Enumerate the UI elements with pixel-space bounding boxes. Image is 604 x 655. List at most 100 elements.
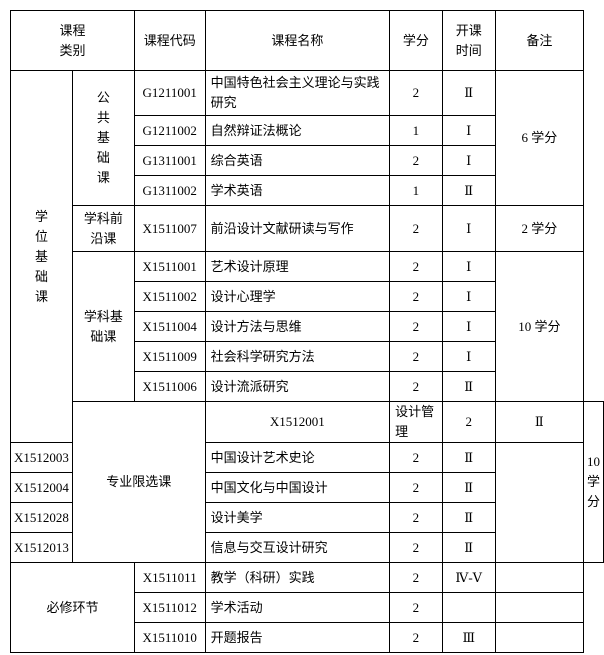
table-row: 学科前 沿课 X1511007 前沿设计文献研读与写作 2 Ⅰ 2 学分 [11, 205, 604, 252]
group-frontier: 学科前 沿课 [71, 205, 135, 252]
course-name: 综合英语 [204, 145, 391, 176]
course-code: G1311002 [133, 175, 206, 206]
course-term [441, 592, 496, 623]
course-name: 设计方法与思维 [204, 311, 391, 342]
remark-empty [494, 562, 584, 593]
course-credit: 2 [389, 532, 443, 563]
course-credit: 1 [389, 175, 443, 206]
course-name: 学术英语 [204, 175, 391, 206]
header-name: 课程名称 [204, 10, 391, 71]
course-credit: 2 [389, 371, 443, 402]
table-row: X1512013 信息与交互设计研究 2 Ⅱ [10, 532, 604, 563]
course-name: 设计流派研究 [204, 371, 391, 402]
course-credit: 2 [389, 562, 443, 593]
course-credit: 2 [389, 281, 443, 312]
course-name: 前沿设计文献研读与写作 [204, 205, 391, 252]
group-elective: 专业限选课 [71, 401, 206, 563]
course-credit: 2 [389, 311, 443, 342]
course-name: 自然辩证法概论 [204, 115, 391, 146]
course-code: X1511011 [133, 562, 206, 593]
course-name: 设计管理 [389, 401, 443, 443]
remark-empty [494, 592, 584, 623]
table-row: X1511012 学术活动 2 [11, 592, 604, 623]
course-term: Ⅱ [441, 472, 496, 503]
course-name: 设计美学 [204, 502, 391, 533]
header-remark: 备注 [494, 10, 584, 71]
remark-subject: 10 学分 [494, 251, 584, 402]
course-name: 中国设计艺术史论 [204, 442, 391, 473]
remark-frontier: 2 学分 [494, 205, 584, 252]
course-credit: 2 [389, 205, 443, 252]
course-term: Ⅰ [441, 281, 496, 312]
course-credit: 2 [389, 502, 443, 533]
table-row: 专业限选课 X1512001 设计管理 2 Ⅱ 10 学分 [11, 401, 604, 563]
course-name: 中国特色社会主义理论与实践 研究 [204, 70, 391, 116]
course-name: 教学（科研）实践 [204, 562, 391, 593]
course-credit: 2 [389, 70, 443, 116]
header-category: 课程 类别 [10, 10, 135, 71]
course-term: Ⅰ [441, 251, 496, 282]
course-term: Ⅰ [441, 205, 496, 252]
course-code: X1511004 [133, 311, 206, 342]
table-row: 学科基 础课 X1511001 艺术设计原理 2 Ⅰ 10 学分 [11, 251, 604, 402]
course-term: Ⅰ [441, 145, 496, 176]
course-name: 艺术设计原理 [204, 251, 391, 282]
course-code: G1311001 [133, 145, 206, 176]
course-credit: 2 [389, 442, 443, 473]
table-row: X1511010 开题报告 2 Ⅲ [11, 622, 604, 653]
header-term: 开课 时间 [441, 10, 496, 71]
course-code: X1512028 [10, 502, 73, 533]
course-code: X1511002 [133, 281, 206, 312]
table-row: G1211002 自然辩证法概论 1 Ⅰ [11, 115, 604, 146]
course-credit: 2 [389, 622, 443, 653]
course-credit: 2 [389, 341, 443, 372]
header-row: 课程 类别 课程代码 课程名称 学分 开课 时间 备注 [10, 10, 604, 71]
course-credit: 1 [389, 115, 443, 146]
table-row: X1511002 设计心理学 2 Ⅰ [11, 281, 604, 312]
course-name: 中国文化与中国设计 [204, 472, 391, 503]
course-term: Ⅰ [441, 115, 496, 146]
course-code: X1511009 [133, 341, 206, 372]
course-term: Ⅲ [441, 622, 496, 653]
remark-elective: 10 学分 [582, 401, 604, 563]
course-credit: 2 [389, 472, 443, 503]
course-term: Ⅰ [441, 341, 496, 372]
course-term: Ⅱ [441, 502, 496, 533]
course-name: 设计心理学 [204, 281, 391, 312]
course-name: 开题报告 [204, 622, 391, 653]
course-term: Ⅱ [441, 371, 496, 402]
table-row: X1511004 设计方法与思维 2 Ⅰ [11, 311, 604, 342]
course-term: Ⅱ [441, 70, 496, 116]
header-credit: 学分 [389, 10, 443, 71]
course-code: X1512013 [10, 532, 73, 563]
group-public: 公 共 基 础 课 [71, 70, 135, 206]
course-code: X1512004 [10, 472, 73, 503]
course-name: 信息与交互设计研究 [204, 532, 391, 563]
table-row: X1512003 中国设计艺术史论 2 Ⅱ [10, 442, 604, 473]
course-code: X1511010 [133, 622, 206, 653]
course-code: X1511001 [133, 251, 206, 282]
course-term: Ⅱ [441, 532, 496, 563]
course-code: G1211002 [133, 115, 206, 146]
course-code: X1511012 [133, 592, 206, 623]
course-code: X1512003 [10, 442, 73, 473]
course-name: 学术活动 [204, 592, 391, 623]
course-credit: 2 [389, 592, 443, 623]
remark-public: 6 学分 [494, 70, 584, 206]
course-table: 课程 类别 课程代码 课程名称 学分 开课 时间 备注 学 位 基 础 课公 共… [10, 10, 604, 653]
group-required: 必修环节 [10, 562, 135, 653]
course-code: G1211001 [133, 70, 206, 116]
course-name: 社会科学研究方法 [204, 341, 391, 372]
course-term: Ⅳ-Ⅴ [441, 562, 496, 593]
course-term: Ⅱ [441, 175, 496, 206]
course-term: Ⅱ [494, 401, 584, 443]
group-subject: 学科基 础课 [71, 251, 135, 402]
course-code: X1511006 [133, 371, 206, 402]
course-code: X1511007 [133, 205, 206, 252]
header-code: 课程代码 [133, 10, 206, 71]
table-row: 学 位 基 础 课公 共 基 础 课 G1211001 中国特色社会主义理论与实践 … [10, 70, 604, 443]
course-term: Ⅱ [441, 442, 496, 473]
remark-empty [494, 622, 584, 653]
course-code: X1512001 [204, 401, 391, 443]
table-row: 必修环节 X1511011 教学（科研）实践 2 Ⅳ-Ⅴ [10, 562, 604, 653]
